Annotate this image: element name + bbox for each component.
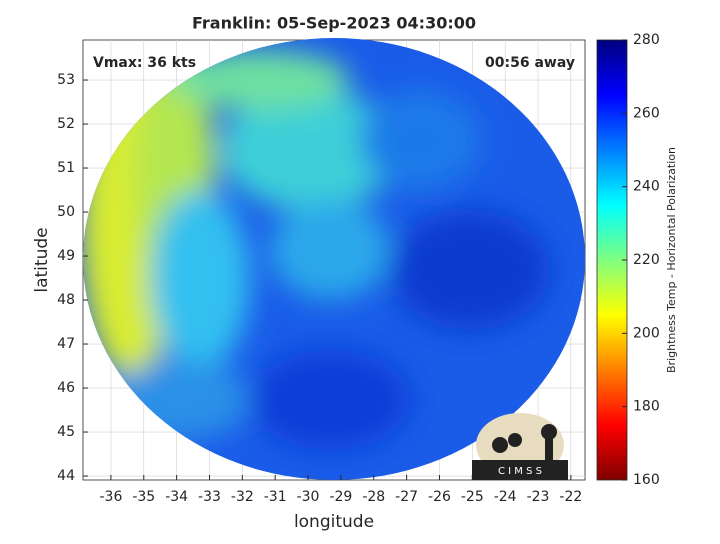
x-tick-label: -25 (461, 489, 484, 505)
x-axis-label: longitude (294, 512, 374, 532)
colorbar-label: Brightness Temp - Horizontal Polarizatio… (665, 147, 678, 373)
y-tick-label: 51 (57, 160, 75, 176)
y-tick-label: 47 (57, 336, 75, 352)
colorbar-tick-label: 240 (633, 179, 660, 195)
x-tick-label: -33 (198, 489, 221, 505)
x-tick-label: -28 (362, 489, 385, 505)
colorbar-tick-label: 260 (633, 105, 660, 121)
y-tick-label: 46 (57, 380, 75, 396)
y-tick-label: 53 (57, 72, 75, 88)
y-axis-label: latitude (32, 227, 52, 292)
chart-title: Franklin: 05-Sep-2023 04:30:00 (192, 14, 476, 33)
x-tick-label: -27 (395, 489, 418, 505)
colorbar-tick-label: 160 (633, 472, 660, 488)
x-tick-label: -24 (494, 489, 517, 505)
y-tick-label: 52 (57, 116, 75, 132)
x-tick-label: -29 (329, 489, 352, 505)
x-tick-label: -34 (165, 489, 188, 505)
x-tick-label: -30 (297, 489, 320, 505)
annotation: 00:56 away (485, 55, 575, 71)
x-tick-label: -31 (264, 489, 287, 505)
logo-text: C I M S S (498, 466, 542, 477)
colorbar-tick-label: 200 (633, 325, 660, 341)
x-tick-label: -36 (99, 489, 122, 505)
colorbar-tick-label: 280 (633, 32, 660, 48)
colorbar-tick-label: 220 (633, 252, 660, 268)
x-tick-label: -35 (132, 489, 155, 505)
y-tick-label: 44 (57, 468, 75, 484)
y-tick-label: 45 (57, 424, 75, 440)
y-tick-label: 48 (57, 292, 75, 308)
x-tick-label: -23 (527, 489, 550, 505)
x-tick-label: -22 (559, 489, 582, 505)
colorbar-tick-label: 180 (633, 399, 660, 415)
y-tick-label: 49 (57, 248, 75, 264)
brightness-image (83, 38, 585, 480)
x-tick-label: -32 (231, 489, 254, 505)
cimss-logo: C I M S S (472, 413, 568, 480)
y-tick-label: 50 (57, 204, 75, 220)
x-tick-label: -26 (428, 489, 451, 505)
annotation: Vmax: 36 kts (93, 55, 196, 71)
